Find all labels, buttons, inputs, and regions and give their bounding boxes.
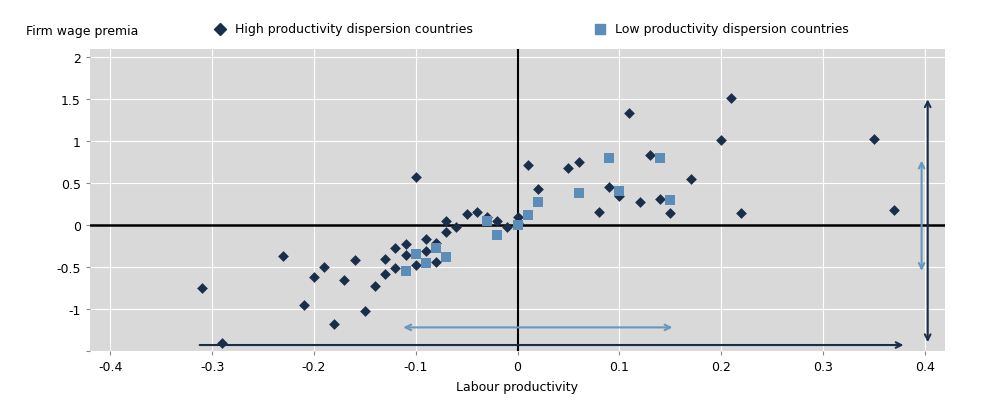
Point bbox=[469, 209, 485, 216]
Point bbox=[387, 265, 403, 271]
Point bbox=[520, 212, 536, 219]
Point bbox=[601, 185, 617, 191]
Point bbox=[438, 229, 454, 235]
Point bbox=[275, 253, 291, 260]
Point bbox=[479, 218, 495, 225]
Point bbox=[530, 186, 546, 193]
Point bbox=[408, 174, 424, 181]
Point bbox=[499, 225, 515, 231]
Point bbox=[479, 214, 495, 221]
Point bbox=[377, 256, 393, 262]
Point bbox=[591, 209, 607, 216]
Point bbox=[652, 155, 668, 162]
Point bbox=[520, 163, 536, 169]
Point bbox=[642, 153, 658, 159]
Text: Firm wage premia: Firm wage premia bbox=[26, 24, 138, 38]
Point bbox=[438, 254, 454, 261]
Point bbox=[652, 196, 668, 203]
Point bbox=[611, 189, 627, 195]
Point bbox=[347, 257, 363, 264]
Point bbox=[418, 236, 434, 243]
Point bbox=[408, 262, 424, 269]
Text: Low productivity dispersion countries: Low productivity dispersion countries bbox=[615, 23, 849, 36]
Point bbox=[489, 232, 505, 239]
Point bbox=[428, 240, 444, 247]
Point bbox=[560, 165, 576, 172]
Point bbox=[601, 155, 617, 162]
Point bbox=[662, 210, 678, 217]
Point bbox=[418, 248, 434, 255]
Point bbox=[296, 301, 312, 308]
Point bbox=[438, 218, 454, 225]
Point bbox=[866, 136, 882, 142]
Point bbox=[509, 222, 526, 229]
Point bbox=[398, 268, 414, 275]
Point bbox=[398, 241, 414, 248]
Point bbox=[509, 214, 526, 221]
Point bbox=[326, 321, 342, 328]
Point bbox=[611, 193, 627, 199]
Point bbox=[316, 264, 332, 271]
Point bbox=[723, 96, 739, 102]
Point bbox=[489, 218, 505, 225]
Point bbox=[428, 259, 444, 266]
Point bbox=[530, 199, 546, 206]
Point bbox=[632, 199, 648, 206]
Point bbox=[886, 207, 902, 214]
Point bbox=[214, 339, 230, 346]
Point bbox=[662, 197, 678, 204]
Point bbox=[733, 210, 749, 217]
Point bbox=[448, 224, 464, 230]
Point bbox=[408, 252, 424, 258]
Point bbox=[428, 246, 444, 252]
Point bbox=[398, 252, 414, 259]
Point bbox=[387, 246, 403, 252]
Point bbox=[683, 176, 699, 183]
Point bbox=[509, 221, 526, 227]
Point bbox=[621, 111, 637, 117]
Point bbox=[713, 138, 729, 144]
Point bbox=[571, 159, 587, 166]
Point bbox=[459, 211, 475, 218]
Point bbox=[418, 260, 434, 266]
Point bbox=[571, 190, 587, 197]
Point bbox=[357, 308, 373, 314]
Point bbox=[306, 274, 322, 281]
Point bbox=[377, 271, 393, 277]
Text: High productivity dispersion countries: High productivity dispersion countries bbox=[235, 23, 473, 36]
X-axis label: Labour productivity: Labour productivity bbox=[456, 380, 578, 393]
Point bbox=[336, 277, 352, 283]
Point bbox=[367, 283, 383, 290]
Point bbox=[194, 285, 210, 292]
